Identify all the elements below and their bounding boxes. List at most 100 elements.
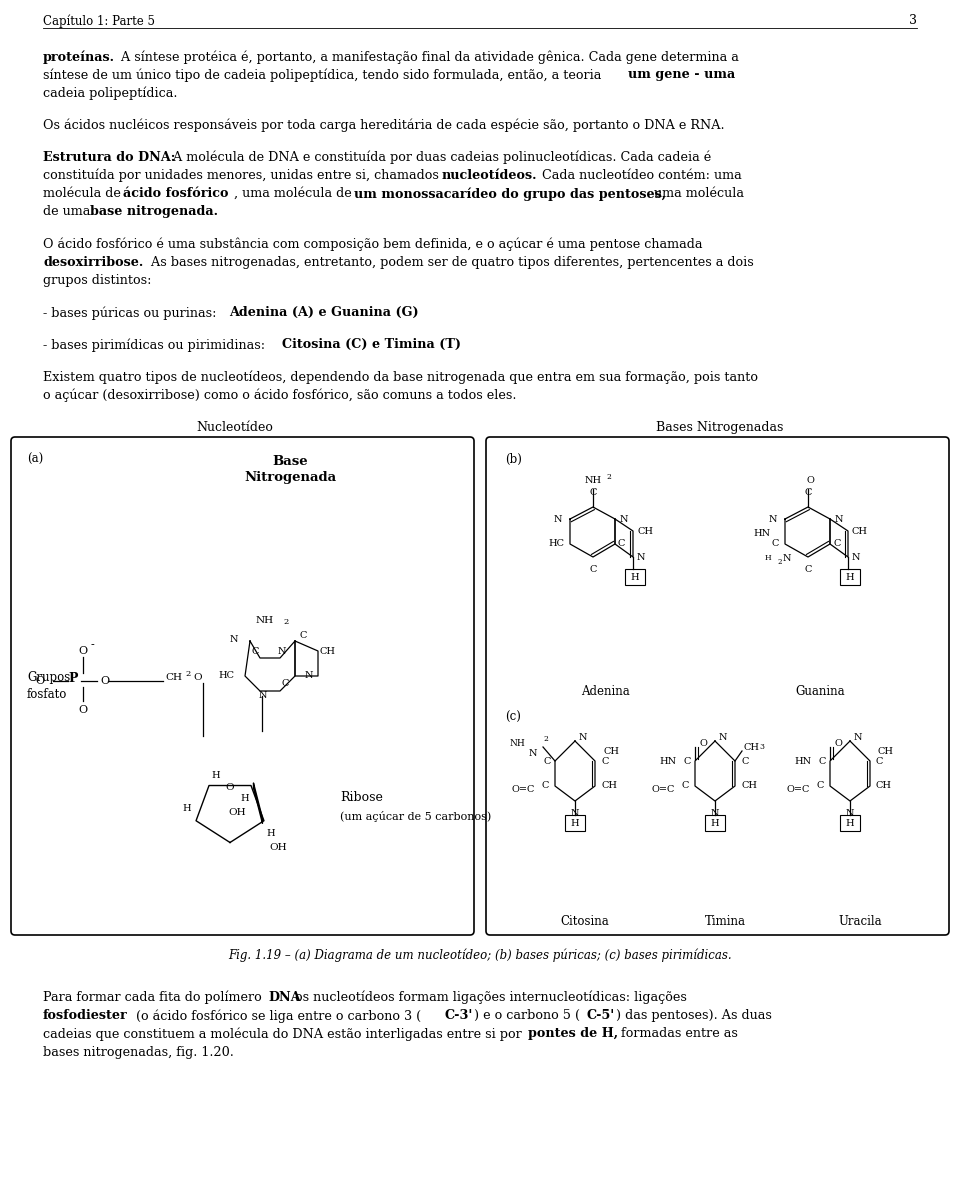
Text: C: C [876,757,883,765]
Text: CH: CH [320,646,336,655]
Text: (c): (c) [505,711,521,724]
Text: N: N [579,732,588,742]
Text: C: C [252,647,258,657]
Text: (a): (a) [27,454,43,466]
Text: A síntese protéica é, portanto, a manifestação final da atividade gênica. Cada g: A síntese protéica é, portanto, a manife… [117,50,739,64]
Text: Citosina: Citosina [561,915,610,928]
Text: N: N [529,749,537,757]
Text: CH: CH [876,782,892,790]
Text: Existem quatro tipos de nucleotídeos, dependendo da base nitrogenada que entra e: Existem quatro tipos de nucleotídeos, de… [43,371,758,384]
Bar [705,815,725,831]
Text: Cada nucleotídeo contém: uma: Cada nucleotídeo contém: uma [538,169,742,182]
Text: N: N [710,809,719,818]
Bar [500,481,940,696]
Text: 2: 2 [543,735,548,743]
Text: H: H [240,794,249,803]
Text: pontes de H,: pontes de H, [528,1027,618,1040]
Text: O: O [79,705,87,715]
Text: o açúcar (desoxirribose) como o ácido fosfórico, são comuns a todos eles.: o açúcar (desoxirribose) como o ácido fo… [43,389,516,403]
Text: CH: CH [637,527,653,535]
Text: N: N [835,515,844,523]
Text: Citosina (C) e Timina (T): Citosina (C) e Timina (T) [282,339,461,352]
Text: H: H [211,771,220,779]
Text: um monossacarídeo do grupo das pentoses,: um monossacarídeo do grupo das pentoses, [353,188,665,201]
Text: O: O [699,738,707,748]
Text: C: C [300,632,307,640]
Text: ácido fosfórico: ácido fosfórico [123,188,228,201]
Text: H: H [710,818,719,828]
Text: -: - [91,640,95,650]
Text: molécula de: molécula de [43,188,125,201]
Text: Adenina (A) e Guanina (G): Adenina (A) e Guanina (G) [229,306,419,319]
Text: cadeias que constituem a molécula do DNA estão interligadas entre si por: cadeias que constituem a molécula do DNA… [43,1027,526,1040]
Text: CH: CH [165,673,182,683]
Text: H: H [182,804,191,814]
Text: (um açúcar de 5 carbonos): (um açúcar de 5 carbonos) [340,811,492,822]
Text: Uracila: Uracila [838,915,882,928]
Text: Fig. 1.19 – (a) Diagrama de um nucleotídeo; (b) bases púricas; (c) bases pirimíd: Fig. 1.19 – (a) Diagrama de um nucleotíd… [228,950,732,963]
Text: C: C [741,757,749,765]
Text: uma molécula: uma molécula [650,188,744,201]
Text: N: N [637,553,645,561]
Text: N: N [229,635,238,645]
Text: Grupos
fosfato: Grupos fosfato [27,671,70,702]
Text: O: O [79,646,87,655]
Text: N: N [719,732,728,742]
Text: C: C [804,565,812,574]
Text: H: H [846,573,854,581]
Text: C: C [682,782,689,790]
FancyBboxPatch shape [11,437,474,935]
Text: P: P [68,672,78,685]
Text: O: O [226,783,234,792]
Text: CH: CH [878,746,894,756]
Text: O: O [806,476,814,485]
Text: C: C [833,540,840,548]
Text: - bases púricas ou purinas:: - bases púricas ou purinas: [43,306,221,320]
Text: CH: CH [741,782,757,790]
Text: C: C [589,488,597,497]
Text: N: N [854,732,862,742]
Text: C: C [543,757,551,765]
Text: 2: 2 [606,474,611,481]
Text: N: N [852,553,860,561]
Text: Nucleotídeo: Nucleotídeo [197,420,274,433]
Text: O: O [193,673,202,683]
Text: N: N [769,515,777,523]
Text: base nitrogenada.: base nitrogenada. [89,205,218,218]
Text: O: O [100,676,109,686]
Text: C: C [804,488,812,497]
Text: fosfodiester: fosfodiester [43,1010,128,1023]
Text: N: N [846,809,854,818]
Text: ) das pentoses). As duas: ) das pentoses). As duas [616,1010,773,1023]
Text: (b): (b) [505,454,522,466]
Text: constituída por unidades menores, unidas entre si, chamados: constituída por unidades menores, unidas… [43,169,443,183]
Text: Capítulo 1: Parte 5: Capítulo 1: Parte 5 [43,14,155,27]
Text: N: N [554,515,562,523]
Text: HN: HN [660,757,677,765]
Text: Guanina: Guanina [795,685,845,698]
Text: C-5': C-5' [587,1010,615,1023]
Text: 3: 3 [759,743,764,751]
Text: O: O [36,676,45,686]
Text: cadeia polipeptídica.: cadeia polipeptídica. [43,86,178,100]
Text: Adenina: Adenina [581,685,630,698]
Text: Timina: Timina [705,915,746,928]
Text: 3: 3 [909,14,917,27]
Text: H: H [764,554,771,562]
Text: 2: 2 [777,557,781,566]
Text: , uma molécula de: , uma molécula de [234,188,355,201]
Text: O=C: O=C [512,785,535,795]
Text: - bases pirimídicas ou pirimidinas:: - bases pirimídicas ou pirimidinas: [43,339,269,352]
Text: Estrutura do DNA:: Estrutura do DNA: [43,151,176,164]
Text: H: H [266,829,275,837]
Text: O: O [834,738,842,748]
Text: HN: HN [754,529,771,539]
Text: N: N [571,809,579,818]
Text: Os ácidos nucléicos responsáveis por toda carga hereditária de cada espécie são,: Os ácidos nucléicos responsáveis por tod… [43,118,725,132]
Text: A molécula de DNA e constituída por duas cadeias polinucleotídicas. Cada cadeia : A molécula de DNA e constituída por duas… [169,151,711,164]
Bar [625,569,645,585]
Bar [565,815,585,831]
Text: C: C [772,540,779,548]
Text: (o ácido fosfórico se liga entre o carbono 3 (: (o ácido fosfórico se liga entre o carbo… [132,1010,421,1023]
Text: formadas entre as: formadas entre as [617,1027,738,1040]
